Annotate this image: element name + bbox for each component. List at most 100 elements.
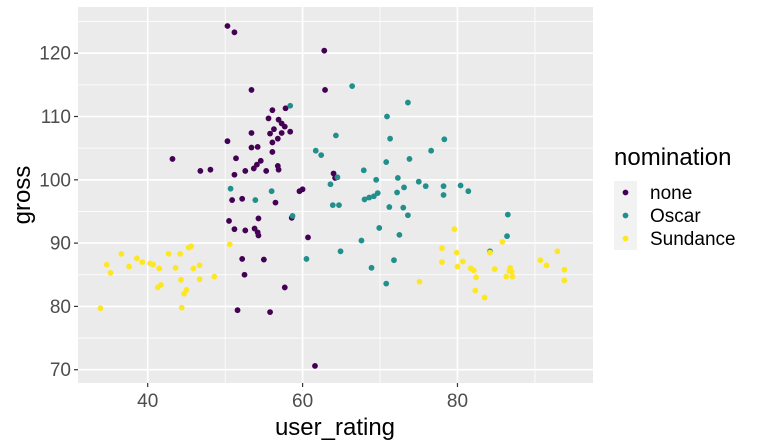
data-point-none [255, 215, 262, 222]
data-point-oscar [373, 176, 380, 183]
data-point-none [267, 130, 273, 137]
data-point-none [224, 23, 231, 29]
data-point-sundance [150, 261, 157, 268]
data-point-oscar [358, 237, 365, 244]
data-point-none [250, 165, 257, 172]
data-point-sundance [439, 259, 445, 265]
data-point-sundance [439, 245, 445, 252]
data-point-sundance [154, 284, 161, 291]
data-point-sundance [453, 249, 460, 256]
data-point-none [265, 115, 272, 122]
x-tick-label: 60 [292, 391, 313, 412]
legend-title: nomination [614, 144, 731, 171]
x-axis-ticks: 40 60 80 [137, 383, 468, 412]
data-point-sundance [97, 305, 104, 312]
data-point-oscar [384, 113, 390, 120]
x-tick-label: 80 [447, 391, 468, 412]
data-point-sundance [554, 248, 561, 255]
data-point-none [242, 168, 249, 174]
data-point-none [278, 130, 285, 136]
data-points [97, 23, 568, 369]
data-point-none [234, 307, 241, 314]
data-point-sundance [537, 257, 544, 264]
data-point-none [257, 157, 264, 164]
data-point-oscar [504, 233, 510, 240]
data-point-sundance [487, 249, 493, 256]
legend-label-none: none [650, 183, 692, 204]
data-point-sundance [499, 238, 506, 245]
data-point-sundance [508, 268, 515, 275]
data-point-sundance [509, 273, 516, 280]
major-gridlines [78, 7, 593, 383]
data-point-oscar [405, 212, 411, 219]
data-point-none [272, 199, 279, 206]
data-point-oscar [368, 264, 375, 271]
data-point-oscar [465, 188, 472, 195]
data-point-sundance [156, 265, 163, 272]
data-point-sundance [126, 263, 133, 270]
data-point-sundance [196, 276, 203, 283]
data-point-oscar [374, 190, 381, 197]
y-tick-label: 90 [50, 234, 71, 255]
data-point-oscar [405, 99, 411, 106]
data-point-oscar [312, 147, 319, 154]
data-point-oscar [337, 248, 344, 255]
data-point-sundance [118, 250, 125, 257]
data-point-none [305, 234, 311, 241]
data-point-oscar [440, 192, 447, 198]
data-point-oscar [406, 156, 413, 162]
data-point-none [287, 128, 294, 135]
data-point-oscar [327, 181, 334, 188]
data-point-oscar [349, 83, 356, 90]
data-point-oscar [383, 280, 390, 287]
data-point-oscar [387, 135, 393, 142]
y-tick-label: 70 [50, 360, 71, 381]
data-point-none [231, 171, 238, 178]
data-point-oscar [332, 132, 339, 139]
data-point-none [233, 155, 239, 162]
data-point-none [248, 144, 255, 151]
data-point-none [271, 126, 277, 133]
y-tick-label: 120 [39, 44, 71, 65]
data-point-none [281, 123, 288, 130]
data-point-oscar [376, 225, 383, 231]
y-axis-ticks: 70 80 90 100 110 120 [39, 44, 78, 381]
data-point-oscar [441, 136, 448, 143]
data-point-oscar [504, 211, 511, 218]
minor-gridlines [78, 7, 593, 383]
data-point-sundance [211, 273, 218, 280]
data-point-none [241, 271, 248, 278]
data-point-none [197, 168, 204, 174]
data-point-sundance [172, 264, 179, 271]
legend-label-sundance: Sundance [650, 229, 736, 250]
data-point-none [255, 232, 262, 239]
data-point-sundance [177, 250, 184, 257]
data-point-none [224, 138, 231, 145]
data-point-none [239, 256, 246, 262]
data-point-none [312, 363, 318, 369]
data-point-none [229, 197, 236, 203]
data-point-none [207, 166, 214, 173]
data-point-sundance [416, 278, 423, 285]
data-point-sundance [454, 263, 461, 270]
data-point-none [263, 168, 270, 174]
data-point-sundance [481, 294, 488, 301]
data-point-oscar [227, 185, 234, 192]
data-point-sundance [133, 255, 140, 262]
data-point-none [269, 149, 276, 155]
data-point-sundance [459, 258, 466, 265]
data-point-sundance [178, 304, 185, 311]
x-tick-label: 40 [137, 391, 158, 412]
data-point-oscar [366, 194, 373, 201]
data-point-sundance [226, 241, 233, 248]
legend-marker-sundance [622, 235, 629, 242]
data-point-none [169, 156, 176, 162]
data-point-sundance [467, 265, 474, 272]
data-point-oscar [252, 197, 259, 203]
data-point-sundance [491, 266, 498, 272]
data-point-oscar [287, 102, 294, 109]
data-point-oscar [383, 159, 390, 165]
data-point-none [239, 195, 246, 202]
data-point-none [248, 87, 255, 93]
